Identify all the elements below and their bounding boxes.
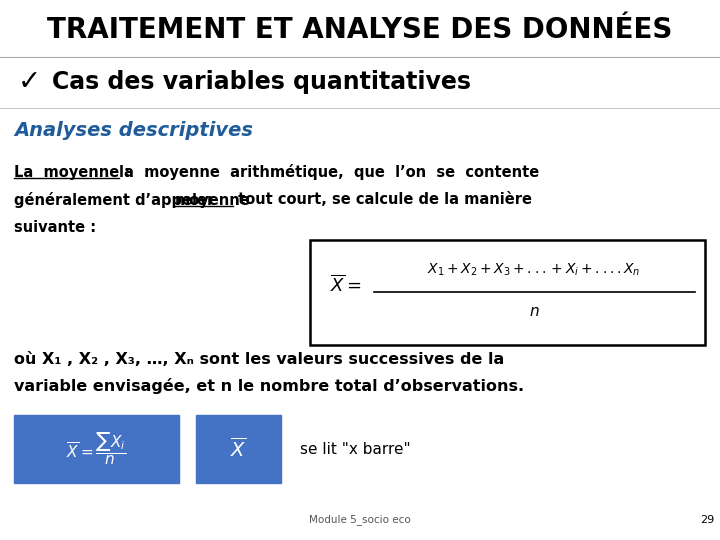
Text: 29: 29	[700, 515, 714, 525]
Text: Module 5_socio eco: Module 5_socio eco	[309, 515, 411, 525]
Text: tout court, se calcule de la manière: tout court, se calcule de la manière	[233, 192, 532, 207]
Text: $\overline{X}=$: $\overline{X}=$	[330, 275, 361, 295]
FancyBboxPatch shape	[310, 240, 705, 345]
Text: généralement d’appeler: généralement d’appeler	[14, 192, 225, 208]
Text: moyenne: moyenne	[175, 192, 251, 207]
Text: $n$: $n$	[528, 305, 539, 320]
Text: $X_1+X_2+X_3+...+X_i+....X_n$: $X_1+X_2+X_3+...+X_i+....X_n$	[427, 262, 641, 278]
Text: Analyses descriptives: Analyses descriptives	[14, 120, 253, 139]
Text: $\overline{X} = \dfrac{\sum X_i}{n}$: $\overline{X} = \dfrac{\sum X_i}{n}$	[66, 430, 127, 468]
Text: se lit "x barre": se lit "x barre"	[300, 442, 410, 456]
Text: variable envisagée, et n le nombre total d’observations.: variable envisagée, et n le nombre total…	[14, 378, 524, 394]
Text: Cas des variables quantitatives: Cas des variables quantitatives	[52, 70, 471, 94]
Text: suivante :: suivante :	[14, 220, 96, 235]
Text: la  moyenne  arithmétique,  que  l’on  se  contente: la moyenne arithmétique, que l’on se con…	[119, 164, 539, 180]
Text: ✓: ✓	[18, 68, 41, 96]
Text: $\overline{X}$: $\overline{X}$	[230, 437, 247, 461]
Text: où X₁ , X₂ , X₃, …, Xₙ sont les valeurs successives de la: où X₁ , X₂ , X₃, …, Xₙ sont les valeurs …	[14, 353, 504, 368]
FancyBboxPatch shape	[14, 415, 179, 483]
FancyBboxPatch shape	[196, 415, 281, 483]
Text: TRAITEMENT ET ANALYSE DES DONNÉES: TRAITEMENT ET ANALYSE DES DONNÉES	[48, 16, 672, 44]
Text: La  moyenne :: La moyenne :	[14, 165, 140, 179]
